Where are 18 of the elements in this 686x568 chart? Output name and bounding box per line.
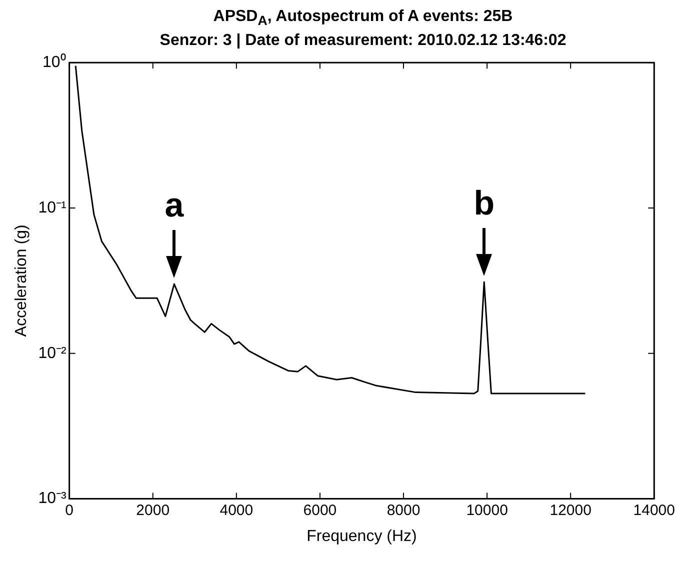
y-tick-label: 10⁻³ bbox=[38, 490, 67, 508]
x-tick-label: 6000 bbox=[303, 502, 337, 520]
y-axis-title: Acceleration (g) bbox=[13, 224, 30, 337]
annotation: a bbox=[164, 186, 185, 225]
x-tick-label: 8000 bbox=[386, 502, 420, 520]
x-tick-label: 14000 bbox=[633, 502, 676, 520]
x-axis-title: Frequency (Hz) bbox=[306, 528, 417, 545]
x-tick-label: 0 bbox=[65, 502, 74, 520]
y-tick-label: 10⁰ bbox=[42, 53, 66, 72]
chart-subtitle: Senzor: 3 | Date of measurement: 2010.02.12 13:46:02 bbox=[158, 32, 568, 50]
chart-title: APSD$_{A}$, Autospectrum of A events: 25B bbox=[212, 8, 514, 28]
x-tick-label: 2000 bbox=[136, 502, 170, 520]
y-tick-label: 10⁻¹ bbox=[38, 200, 66, 217]
x-tick-label: 10000 bbox=[466, 502, 508, 520]
x-tick-label: 12000 bbox=[550, 502, 592, 520]
y-tick-label: 10⁻² bbox=[38, 344, 67, 362]
x-tick-label: 4000 bbox=[220, 502, 254, 520]
annotation: b bbox=[474, 184, 495, 223]
